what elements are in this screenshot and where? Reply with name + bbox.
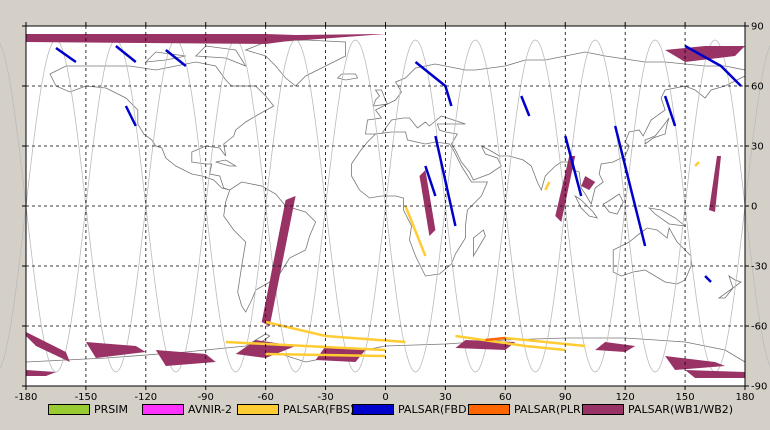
swath-palsar-wb bbox=[155, 350, 216, 366]
coastline bbox=[351, 131, 489, 277]
swath-palsar-wb bbox=[261, 196, 296, 326]
legend-swatch-avnir2 bbox=[142, 403, 184, 415]
lat-tick-label: 60 bbox=[751, 82, 764, 93]
coastline bbox=[49, 61, 275, 191]
legend-label-palsar-fbs: PALSAR(FBS) bbox=[283, 402, 355, 416]
swath-palsar-fbs bbox=[455, 334, 566, 352]
swath-palsar-fbd bbox=[165, 49, 187, 67]
swath-palsar-fbs bbox=[265, 352, 386, 358]
lat-tick-label: -60 bbox=[751, 322, 767, 333]
lon-tick-label: 90 bbox=[559, 392, 572, 403]
legend-item-avnir2: AVNIR-2 bbox=[142, 402, 232, 416]
orbit-track bbox=[744, 205, 770, 368]
legend-item-palsar-fbd: PALSAR(FBD) bbox=[352, 402, 471, 416]
legend-swatch-palsar-wb bbox=[582, 403, 624, 415]
swath-palsar-fbs bbox=[265, 320, 406, 344]
coastline bbox=[215, 159, 238, 167]
lon-tick-label: 180 bbox=[735, 392, 754, 403]
lon-tick-label: -60 bbox=[257, 392, 273, 403]
swath-palsar-fbs bbox=[505, 336, 586, 348]
swath-palsar-fbd bbox=[55, 46, 77, 64]
legend-label-avnir2: AVNIR-2 bbox=[188, 402, 232, 416]
coastline bbox=[574, 194, 599, 219]
legend-label-palsar-plr: PALSAR(PLR) bbox=[514, 402, 585, 416]
swath-palsar-fbd bbox=[663, 95, 677, 127]
graticule-layer bbox=[26, 26, 745, 386]
tick-label-layer: -180 -150 -120 -90 -60 -30 0 30 60 90 120 150 180 90 6… bbox=[15, 22, 768, 404]
coastline bbox=[472, 229, 486, 258]
lon-tick-label: -120 bbox=[134, 392, 157, 403]
legend-label-palsar-wb: PALSAR(WB1/WB2) bbox=[628, 402, 734, 416]
swath-palsar-fbs bbox=[404, 205, 427, 257]
legend-item-palsar-wb: PALSAR(WB1/WB2) bbox=[582, 402, 733, 416]
swath-palsar-wb bbox=[709, 156, 721, 212]
lat-tick-label: -90 bbox=[751, 382, 767, 393]
legend-label-palsar-fbd: PALSAR(FBD) bbox=[398, 402, 471, 416]
legend-item-palsar-fbs: PALSAR(FBS) bbox=[237, 402, 354, 416]
swath-palsar-fbd bbox=[434, 135, 457, 227]
swath-palsar-fbd bbox=[704, 275, 712, 283]
legend-swatch-palsar-fbs bbox=[237, 403, 279, 415]
lon-tick-label: 60 bbox=[499, 392, 512, 403]
swath-palsar-fbs bbox=[694, 161, 700, 167]
legend-swatch-prsim bbox=[48, 403, 90, 415]
lon-tick-label: 0 bbox=[382, 392, 388, 403]
lon-tick-label: -150 bbox=[75, 392, 98, 403]
swath-palsar-wb bbox=[419, 170, 436, 236]
lon-tick-label: 120 bbox=[616, 392, 635, 403]
legend: PRSIM AVNIR-2 PALSAR(FBS) PALSAR(FBD) PA… bbox=[0, 400, 770, 420]
legend-label-prsim: PRSIM bbox=[94, 402, 128, 416]
swath-palsar-fbs bbox=[225, 340, 386, 352]
legend-swatch-palsar-plr bbox=[468, 403, 510, 415]
coastline bbox=[194, 45, 247, 67]
swath-palsar-wb bbox=[581, 176, 596, 190]
swath-layer bbox=[26, 34, 745, 378]
orbit-track bbox=[0, 42, 27, 207]
swath-palsar-fbd bbox=[520, 95, 531, 117]
orbit-track bbox=[0, 205, 27, 370]
swath-palsar-wb bbox=[26, 332, 70, 362]
orbit-track bbox=[744, 44, 770, 207]
swath-palsar-fbd bbox=[424, 165, 437, 197]
lon-tick-label: -90 bbox=[198, 392, 214, 403]
swath-palsar-wb bbox=[26, 370, 56, 376]
lat-tick-label: 90 bbox=[751, 22, 764, 33]
lon-tick-label: 30 bbox=[439, 392, 452, 403]
coastline bbox=[602, 193, 624, 215]
swath-palsar-wb bbox=[85, 342, 146, 358]
swath-palsar-wb bbox=[595, 342, 636, 352]
legend-swatch-palsar-fbd bbox=[352, 403, 394, 415]
lat-tick-label: 0 bbox=[751, 202, 757, 213]
swath-palsar-fbd bbox=[124, 105, 137, 127]
lon-tick-label: -180 bbox=[15, 392, 38, 403]
legend-item-palsar-plr: PALSAR(PLR) bbox=[468, 402, 585, 416]
lat-tick-label: 30 bbox=[751, 142, 764, 153]
swath-palsar-wb bbox=[685, 370, 745, 378]
swath-palsar-fbs bbox=[544, 181, 551, 191]
legend-item-prsim: PRSIM bbox=[48, 402, 128, 416]
lat-tick-label: -30 bbox=[751, 262, 767, 273]
lon-tick-label: 150 bbox=[676, 392, 695, 403]
coastline bbox=[644, 117, 670, 145]
lon-tick-label: -30 bbox=[317, 392, 333, 403]
swath-palsar-fbd bbox=[115, 45, 137, 63]
coastline bbox=[144, 51, 186, 63]
swath-palsar-plr bbox=[485, 336, 506, 342]
swath-palsar-fbd bbox=[684, 44, 742, 87]
coastline bbox=[372, 89, 389, 107]
swath-palsar-wb bbox=[665, 356, 725, 370]
